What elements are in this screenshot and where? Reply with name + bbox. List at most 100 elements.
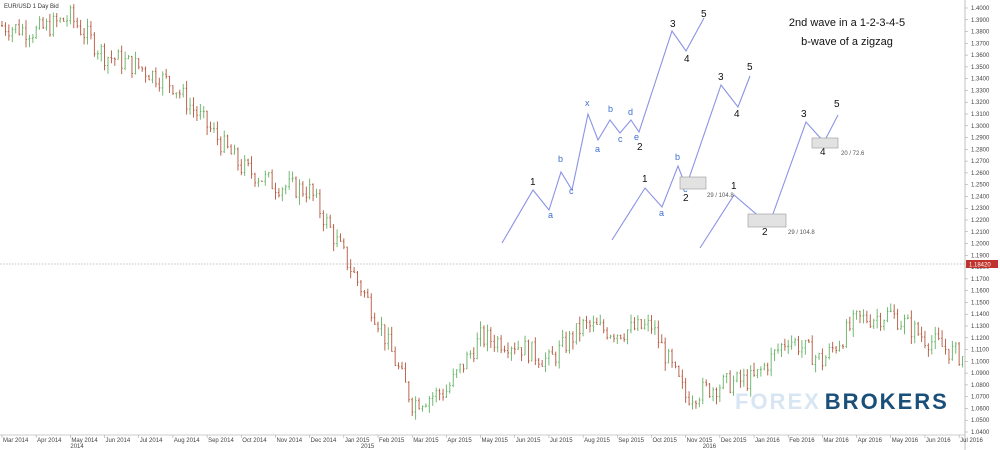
x-tick-label: Oct 2014 xyxy=(242,438,267,444)
candle xyxy=(568,331,571,354)
candle xyxy=(448,382,451,394)
wave-label: a xyxy=(548,210,553,220)
x-tick-label: Sep 2014 xyxy=(208,438,234,444)
candle xyxy=(893,304,896,319)
candle xyxy=(264,170,267,186)
candle xyxy=(660,334,663,344)
candle xyxy=(212,122,215,133)
candle xyxy=(141,66,144,72)
candle xyxy=(418,397,421,410)
candle xyxy=(804,339,807,355)
x-tick-label: Aug 2015 xyxy=(584,438,610,444)
candle xyxy=(835,346,838,354)
candle xyxy=(154,67,157,88)
y-tick-label: 1.3500 xyxy=(971,65,990,71)
candle xyxy=(151,70,154,84)
wave-label: 1 xyxy=(642,174,648,185)
candle xyxy=(202,106,205,119)
candle xyxy=(209,121,212,132)
x-tick-label: Oct 2015 xyxy=(652,438,677,444)
candle xyxy=(862,309,865,324)
candle xyxy=(582,318,585,337)
candle xyxy=(489,327,492,348)
candle xyxy=(455,369,458,378)
y-tick-label: 1.1300 xyxy=(971,324,990,330)
candle xyxy=(790,335,793,350)
candle xyxy=(366,288,369,299)
candle xyxy=(900,320,903,330)
y-tick-label: 1.3200 xyxy=(971,100,990,106)
target-box xyxy=(811,137,839,149)
candle xyxy=(913,320,916,344)
candle xyxy=(571,331,574,350)
candle xyxy=(865,310,868,324)
candle xyxy=(845,319,848,349)
candle xyxy=(565,331,568,353)
candle xyxy=(934,326,937,350)
candle xyxy=(349,259,352,279)
candle xyxy=(838,340,841,352)
candle xyxy=(117,49,120,60)
candle xyxy=(831,341,834,353)
candle xyxy=(650,315,653,334)
candle xyxy=(879,312,882,331)
candle xyxy=(906,314,909,320)
x-tick-label: Mar 2014 xyxy=(3,438,29,444)
candle xyxy=(524,335,527,356)
wave-pattern-2: 1 a b c 2 3 4 5 xyxy=(611,62,753,241)
candle xyxy=(277,188,280,198)
candle xyxy=(438,388,441,401)
candle xyxy=(161,71,164,96)
candle xyxy=(701,377,704,405)
candle xyxy=(89,21,92,40)
candle xyxy=(749,365,752,397)
candle xyxy=(233,144,236,155)
candle xyxy=(66,15,69,27)
wave-label: e xyxy=(634,132,639,142)
candle xyxy=(322,210,325,232)
candle xyxy=(240,159,243,176)
wave-label: 3 xyxy=(718,72,724,83)
candle xyxy=(195,106,198,121)
y-tick-label: 1.0500 xyxy=(971,418,990,424)
candle xyxy=(4,22,7,36)
candle xyxy=(472,347,475,363)
x-tick-label: Dec 2014 xyxy=(311,438,337,444)
candle xyxy=(72,4,75,29)
candle xyxy=(766,362,769,376)
candle xyxy=(42,17,45,29)
wave-label: 2 xyxy=(762,227,768,238)
x-tick-label: Feb 2016 xyxy=(789,438,815,444)
candle xyxy=(506,342,509,359)
candle xyxy=(243,155,246,176)
candle xyxy=(947,348,950,364)
candle xyxy=(230,144,233,155)
wave-label: 5 xyxy=(747,62,753,73)
wave-label: 1 xyxy=(731,181,737,192)
candle xyxy=(250,156,253,179)
y-tick-label: 1.2900 xyxy=(971,136,990,142)
candle xyxy=(715,387,718,405)
candle xyxy=(961,355,964,368)
candle xyxy=(640,319,643,330)
candle xyxy=(45,18,48,31)
candle xyxy=(476,332,479,360)
candle xyxy=(459,363,462,374)
x-tick-label: Jun 2015 xyxy=(516,438,541,444)
candle xyxy=(110,50,113,64)
wave-label: b xyxy=(558,154,563,164)
candle xyxy=(18,19,21,36)
wave-label: c xyxy=(569,186,574,196)
candle xyxy=(486,324,489,352)
candle xyxy=(158,77,161,92)
candle xyxy=(318,189,321,219)
title-line-2: b-wave of a zigzag xyxy=(801,36,893,48)
candle xyxy=(336,229,339,248)
candle xyxy=(288,171,291,190)
candle xyxy=(421,405,424,412)
x-tick-label: May 2014 xyxy=(71,438,98,444)
candle xyxy=(377,321,380,333)
candle xyxy=(729,370,732,394)
candle xyxy=(35,25,38,39)
